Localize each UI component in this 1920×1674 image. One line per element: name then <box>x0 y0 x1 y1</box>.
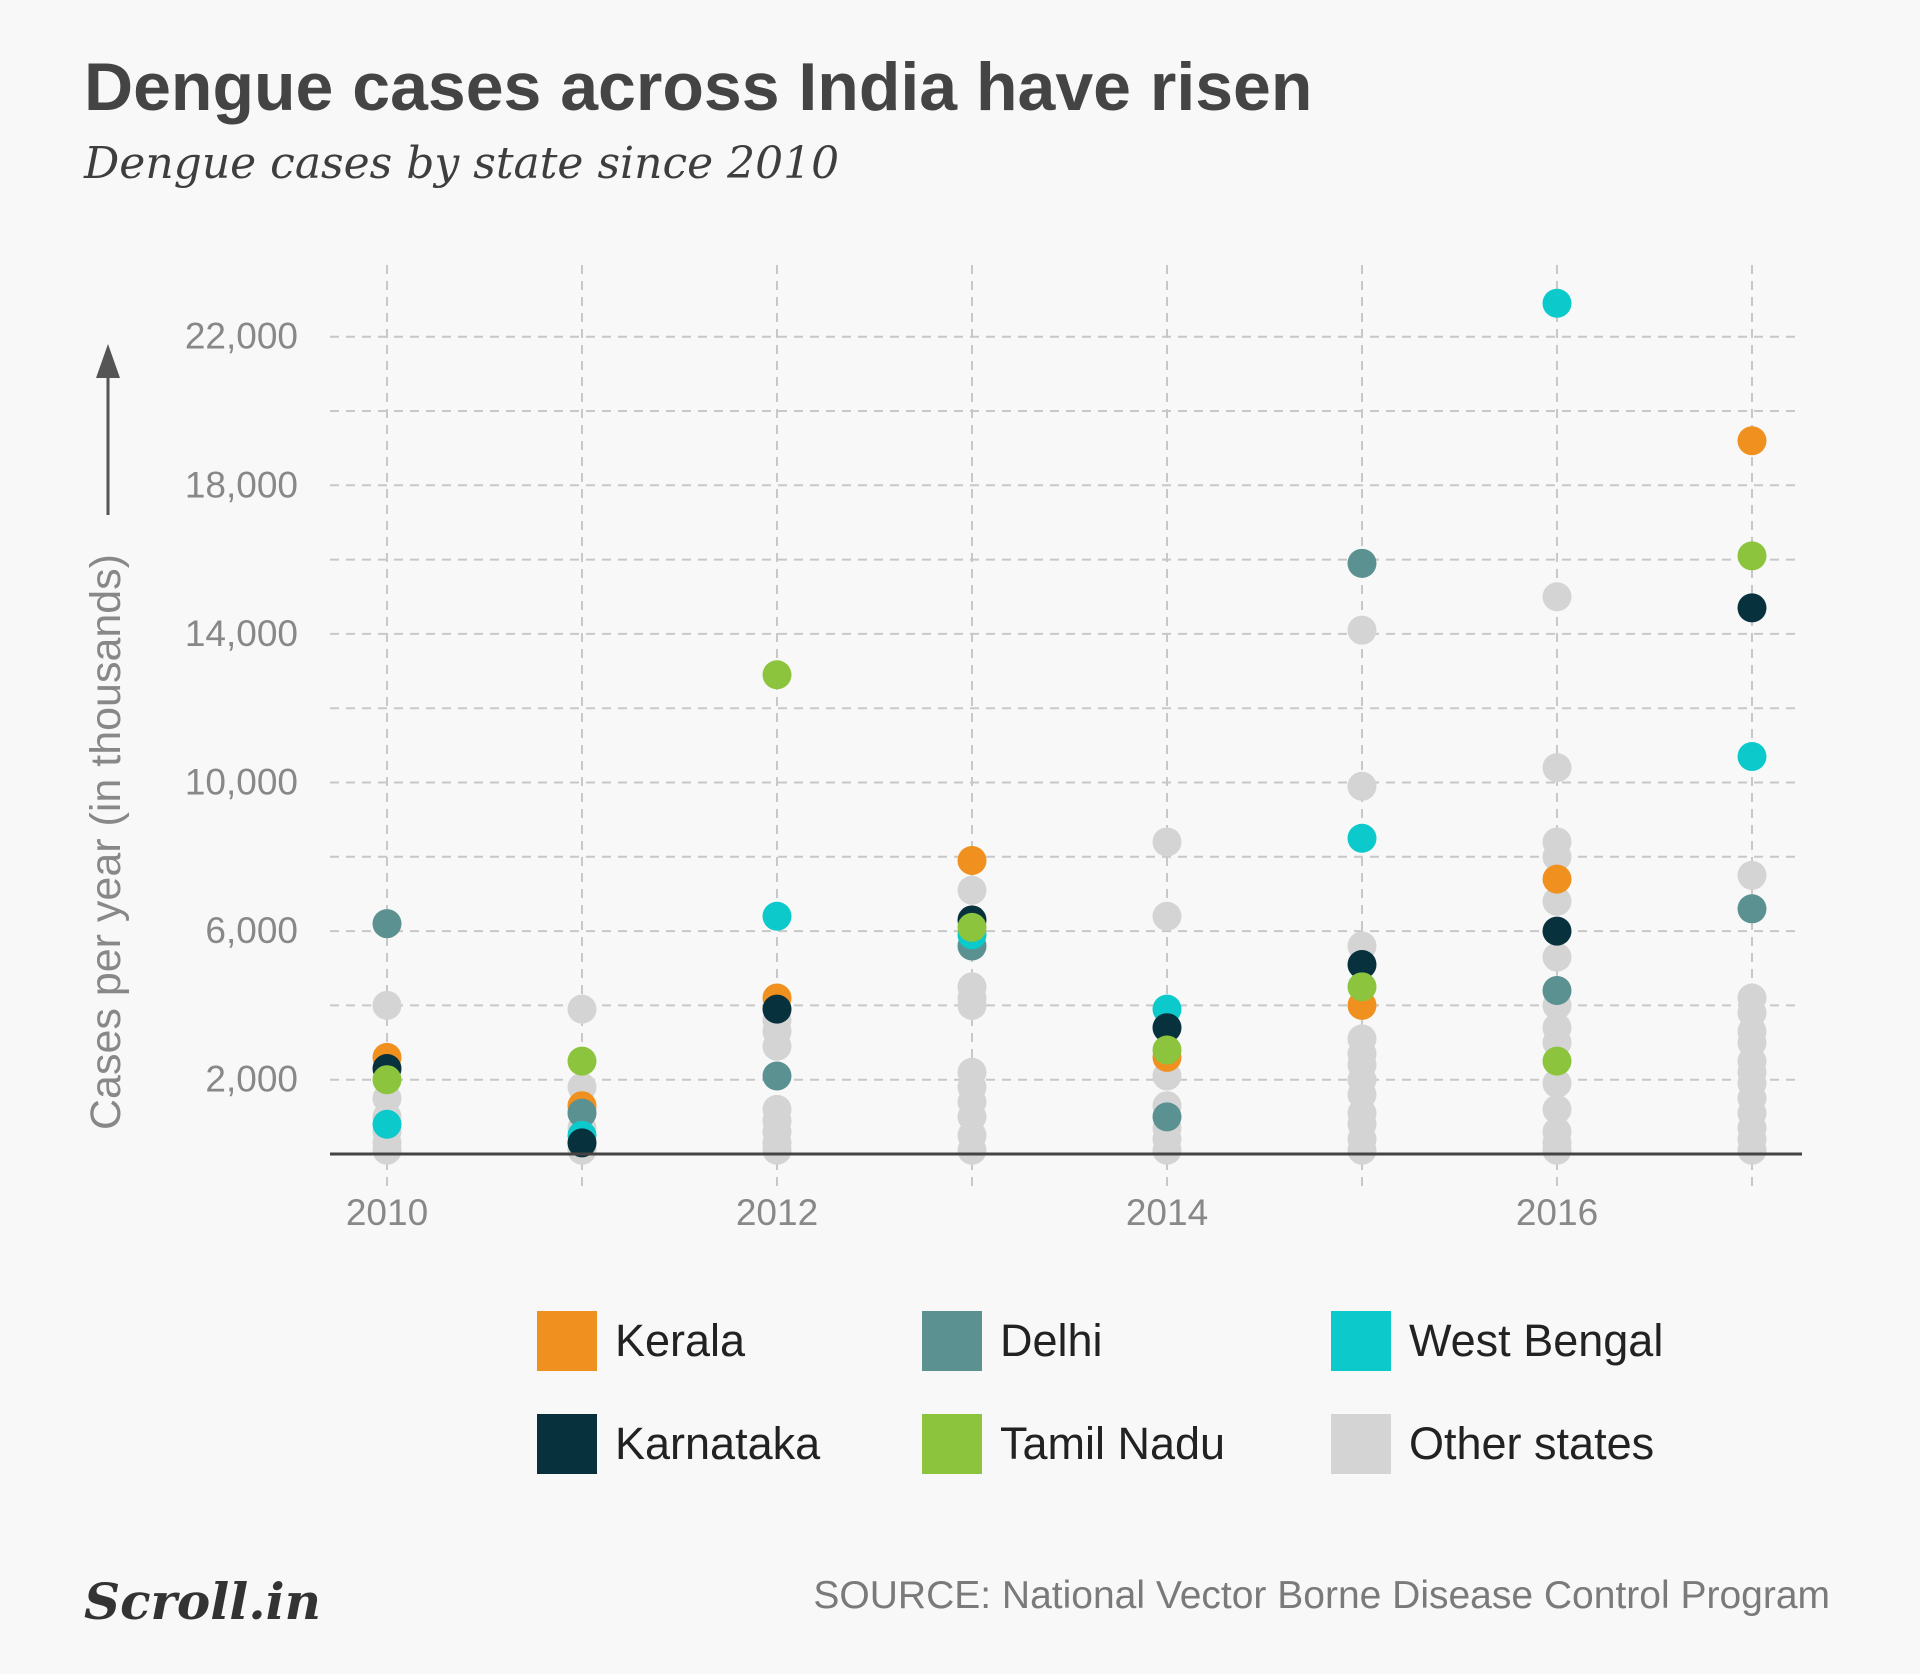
y-tick-label: 10,000 <box>185 762 298 803</box>
data-point <box>1542 864 1572 894</box>
data-point <box>1347 950 1377 980</box>
data-point <box>1542 842 1572 872</box>
data-point <box>762 1061 792 1091</box>
chart-subtitle: Dengue cases by state since 2010 <box>84 138 840 189</box>
data-point <box>1347 972 1377 1002</box>
data-point <box>1542 942 1572 972</box>
x-tick-label: 2010 <box>346 1192 428 1233</box>
y-tick-label: 18,000 <box>185 464 298 505</box>
legend-label: Kerala <box>615 1315 746 1366</box>
data-point <box>1737 741 1767 771</box>
data-point <box>1152 827 1182 857</box>
scroll-logo: Scroll.in <box>84 1572 321 1631</box>
data-point <box>957 990 987 1020</box>
data-point <box>372 1135 402 1165</box>
data-point <box>1542 288 1572 318</box>
data-point <box>1347 823 1377 853</box>
y-axis-label: Cases per year (in thousands) <box>82 554 130 1130</box>
y-tick-label: 2,000 <box>205 1059 298 1100</box>
data-point <box>567 1046 597 1076</box>
legend-label: Tamil Nadu <box>1000 1418 1226 1469</box>
data-point <box>1152 1135 1182 1165</box>
legend-swatch <box>1331 1414 1391 1474</box>
data-point <box>372 909 402 939</box>
data-point <box>567 994 597 1024</box>
data-point <box>1542 582 1572 612</box>
legend-item: Tamil Nadu <box>922 1414 1225 1474</box>
data-point <box>1737 894 1767 924</box>
source-note: SOURCE: National Vector Borne Disease Co… <box>813 1574 1830 1617</box>
chart-title: Dengue cases across India have risen <box>84 49 1313 125</box>
data-point <box>1542 1094 1572 1124</box>
data-point <box>762 660 792 690</box>
legend-swatch <box>1331 1311 1391 1371</box>
data-point <box>1737 860 1767 890</box>
data-point <box>372 1109 402 1139</box>
data-point <box>567 1128 597 1158</box>
y-tick-label: 6,000 <box>205 910 298 951</box>
data-point <box>762 901 792 931</box>
data-point <box>1152 1013 1182 1043</box>
legend-swatch <box>537 1311 597 1371</box>
data-point <box>1542 753 1572 783</box>
data-point <box>1152 901 1182 931</box>
legend-swatch <box>922 1414 982 1474</box>
data-point <box>372 990 402 1020</box>
data-point <box>1737 593 1767 623</box>
data-point <box>1737 1135 1767 1165</box>
legend-label: Karnataka <box>615 1418 821 1469</box>
data-point <box>1542 1046 1572 1076</box>
data-point <box>1347 1135 1377 1165</box>
x-tick-label: 2014 <box>1126 1192 1208 1233</box>
data-point <box>1542 916 1572 946</box>
data-point <box>1737 541 1767 571</box>
data-point <box>762 1031 792 1061</box>
legend-swatch <box>922 1311 982 1371</box>
legend-item: West Bengal <box>1331 1311 1663 1371</box>
legend-label: Other states <box>1409 1418 1655 1469</box>
data-point <box>1347 615 1377 645</box>
data-point <box>1152 1035 1182 1065</box>
axis-arrow-head <box>96 344 120 378</box>
data-point <box>762 1135 792 1165</box>
y-tick-label: 22,000 <box>185 316 298 357</box>
data-point <box>1542 886 1572 916</box>
data-point <box>957 1135 987 1165</box>
data-point <box>1347 548 1377 578</box>
x-tick-label: 2012 <box>736 1192 818 1233</box>
legend-label: West Bengal <box>1409 1315 1664 1366</box>
data-point <box>567 1098 597 1128</box>
data-point <box>1347 771 1377 801</box>
legend-label: Delhi <box>1000 1315 1103 1366</box>
data-point <box>372 1065 402 1095</box>
legend-item: Kerala <box>537 1311 745 1371</box>
x-tick-label: 2016 <box>1516 1192 1598 1233</box>
data-point <box>1542 1135 1572 1165</box>
data-point <box>762 994 792 1024</box>
scatter-chart: 2,000 6,000 10,000 14,000 18,000 22,000 2010 20… <box>82 265 1802 1233</box>
data-point <box>957 912 987 942</box>
legend-item: Other states <box>1331 1414 1654 1474</box>
data-point <box>1152 1102 1182 1132</box>
data-point <box>957 846 987 876</box>
data-point <box>1542 976 1572 1006</box>
data-point <box>957 875 987 905</box>
legend-item: Karnataka <box>537 1414 820 1474</box>
data-point <box>1542 1068 1572 1098</box>
legend-item: Delhi <box>922 1311 1103 1371</box>
data-point <box>1737 426 1767 456</box>
legend-swatch <box>537 1414 597 1474</box>
y-tick-label: 14,000 <box>185 613 298 654</box>
